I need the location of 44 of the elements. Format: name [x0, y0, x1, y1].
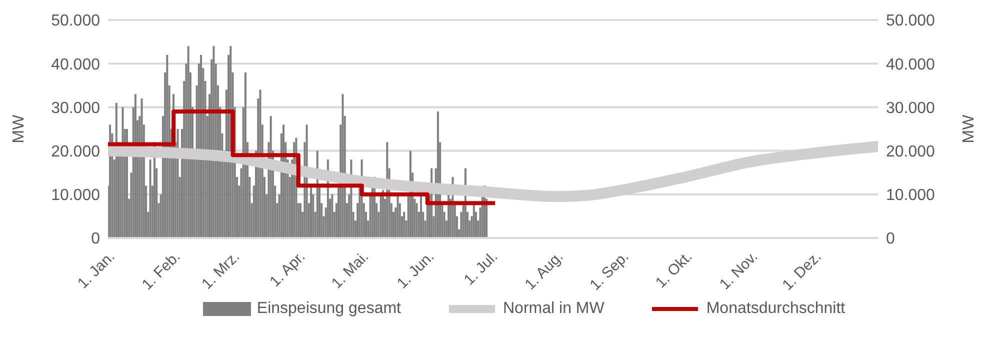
legend-label: Normal in MW: [503, 300, 604, 318]
y2-axis-title: MW: [960, 114, 978, 144]
y2-tick-label: 20.000: [886, 143, 936, 160]
bar: [420, 194, 422, 238]
x-tick-label: 1. Aug.: [522, 248, 567, 294]
x-tick-label: 1. Mai.: [328, 248, 372, 292]
bar: [299, 203, 302, 238]
bar: [416, 203, 418, 238]
bar: [472, 203, 475, 238]
x-tick-label: 1. Jan.: [74, 248, 118, 292]
y-axis-title: MW: [10, 114, 28, 144]
x-tick-label: 1. Sep.: [586, 248, 632, 294]
bar: [331, 194, 334, 238]
legend-label: Monatsdurchschnitt: [706, 300, 846, 318]
x-tick-label: 1. Nov.: [716, 248, 762, 294]
y2-tick-label: 50.000: [886, 12, 936, 30]
bar: [310, 186, 312, 238]
x-tick-label: 1. Apr.: [266, 248, 309, 290]
y2-tick-label: 0: [886, 230, 895, 248]
x-tick-label: 1. Jul.: [460, 248, 502, 289]
bar: [187, 46, 190, 238]
bar: [380, 194, 382, 238]
bar: [403, 212, 406, 238]
x-tick-label: 1. Mrz.: [198, 248, 244, 293]
y-tick-label: 0: [91, 230, 100, 248]
bar: [244, 72, 246, 238]
legend-label: Einspeisung gesamt: [256, 300, 401, 318]
bar: [166, 54, 168, 238]
x-tick-label: 1. Feb.: [138, 248, 184, 294]
y2-tick-label: 40.000: [886, 56, 936, 74]
bar: [200, 54, 202, 238]
bar: [149, 160, 152, 238]
y2-tick-label: 30.000: [886, 100, 936, 117]
x-tick-label: 1. Jun.: [394, 248, 438, 292]
y-tick-label: 50.000: [51, 12, 100, 30]
bar: [396, 194, 399, 238]
x-tick-label: 1. Dez.: [779, 248, 825, 294]
y2-tick-label: 10.000: [886, 187, 936, 204]
y-tick-label: 40.000: [51, 56, 100, 74]
y-tick-label: 30.000: [51, 100, 100, 117]
y-tick-label: 20.000: [51, 143, 100, 160]
y-tick-label: 10.000: [51, 187, 100, 204]
x-tick-label: 1. Okt.: [652, 248, 696, 292]
bar: [382, 190, 384, 238]
